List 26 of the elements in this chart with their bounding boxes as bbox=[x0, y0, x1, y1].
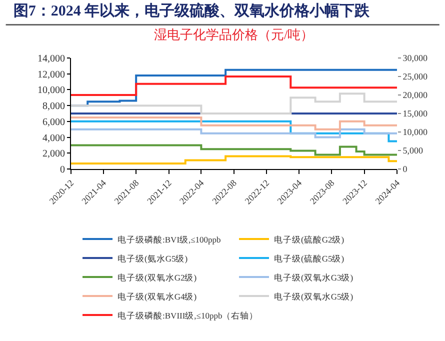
legend-label: 电子级(硫酸G5级) bbox=[274, 253, 344, 264]
y2-tick-label: 0 bbox=[402, 164, 408, 174]
legend-label: 电子级(双氧水G5级) bbox=[274, 291, 354, 302]
y-tick-label: 14,000 bbox=[38, 54, 65, 64]
y2-tick-label: 10,000 bbox=[402, 127, 428, 138]
legend-label: 电子级(双氧水G2级) bbox=[118, 272, 197, 282]
y-tick-label: 2,000 bbox=[42, 148, 65, 160]
legend-label: 电子级磷酸:BVI级,≤100ppb bbox=[118, 234, 221, 244]
legend-label: 电子级磷酸:BVIII级,≤10ppb（右轴） bbox=[118, 310, 258, 320]
legend-label: 电子级(双氧水G3级) bbox=[274, 272, 354, 282]
legend-label: 电子级(双氧水G4级) bbox=[118, 291, 197, 302]
y-tick-label: 10,000 bbox=[38, 85, 65, 96]
y2-tick-label: 30,000 bbox=[402, 53, 428, 64]
y2-tick-label: 15,000 bbox=[402, 108, 428, 119]
chart-title: 图7：2024 年以来，电子级硫酸、双氧水价格小幅下跌 bbox=[13, 2, 371, 20]
chart-subtitle: 湿电子化学品价格（元/吨） bbox=[154, 27, 314, 42]
y2-tick-label: 25,000 bbox=[402, 72, 428, 82]
y-tick-label: 0 bbox=[60, 164, 65, 176]
legend-label: 电子级(氨水G5级) bbox=[118, 253, 188, 264]
y2-tick-label: 5,000 bbox=[402, 146, 424, 156]
y2-tick-label: 20,000 bbox=[402, 90, 428, 100]
legend-label: 电子级(硫酸G2级) bbox=[274, 234, 344, 244]
y-tick-label: 8,000 bbox=[42, 101, 65, 112]
y-tick-label: 6,000 bbox=[42, 116, 65, 128]
y-tick-label: 12,000 bbox=[38, 69, 65, 80]
y-tick-label: 4,000 bbox=[42, 132, 65, 144]
